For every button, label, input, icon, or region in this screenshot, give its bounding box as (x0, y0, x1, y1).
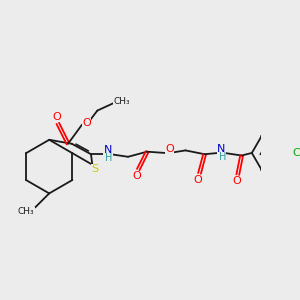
Text: S: S (91, 164, 98, 174)
Text: Cl: Cl (292, 148, 300, 158)
Text: O: O (82, 118, 91, 128)
Text: H: H (105, 153, 112, 163)
Text: H: H (219, 152, 226, 162)
Text: N: N (217, 144, 225, 154)
Text: O: O (165, 144, 174, 154)
Text: O: O (194, 175, 203, 185)
Text: O: O (232, 176, 241, 186)
Text: N: N (103, 146, 112, 155)
Text: O: O (52, 112, 61, 122)
Text: CH₃: CH₃ (18, 207, 34, 216)
Text: CH₃: CH₃ (113, 97, 130, 106)
Text: O: O (133, 171, 141, 181)
